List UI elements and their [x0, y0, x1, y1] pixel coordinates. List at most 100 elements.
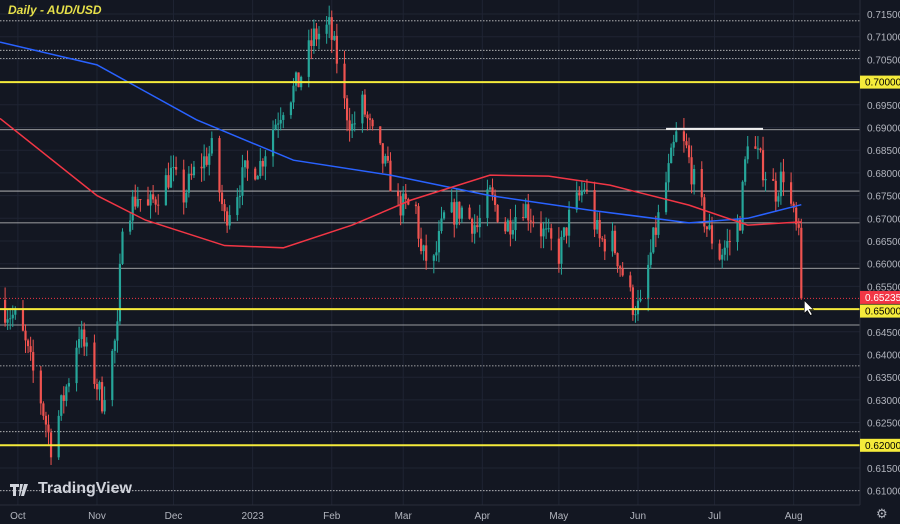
candle-body [60, 395, 63, 416]
candle-body [647, 264, 650, 300]
candle-body [619, 266, 622, 269]
candle-body [65, 386, 68, 401]
candle-body [425, 245, 428, 261]
time-tick-label: Mar [395, 511, 413, 522]
candle-body [39, 370, 42, 404]
candle-body [560, 236, 563, 264]
candles [4, 5, 803, 465]
price-tick-label: 0.64000 [867, 351, 900, 362]
time-tick-label: Apr [475, 511, 491, 522]
tradingview-logo-icon [10, 484, 28, 496]
candle-body [486, 189, 489, 218]
candle-body [44, 415, 48, 425]
candle-body [511, 230, 515, 235]
candle-body [113, 340, 116, 351]
candle-body [639, 299, 642, 301]
candle-body [134, 196, 137, 207]
candle-body [205, 156, 208, 165]
candle-body [670, 147, 673, 164]
candle-body [95, 383, 99, 390]
level-badge-label: 0.62000 [865, 441, 900, 452]
candle-body [67, 383, 71, 387]
candle-body [432, 255, 435, 261]
candle-body [744, 159, 747, 182]
candle-body [399, 196, 402, 216]
candle-body [736, 219, 739, 243]
candle-body [728, 241, 731, 243]
candle-body [208, 153, 211, 165]
price-tick-label: 0.71500 [867, 10, 900, 21]
candle-body [567, 209, 571, 236]
candle-body [353, 123, 356, 125]
candle-body [289, 102, 293, 116]
brand-name: TradingView [38, 480, 132, 497]
candle-body [32, 352, 35, 371]
candle-body [343, 63, 346, 99]
chart-title: Daily - AUD/USD [8, 3, 102, 17]
candle-body [532, 221, 535, 224]
candle-body [279, 119, 282, 124]
candle-body [437, 231, 441, 253]
candle-body [539, 223, 543, 237]
gear-icon[interactable]: ⚙ [876, 506, 888, 521]
candle-body [613, 230, 617, 254]
candle-body [657, 212, 660, 235]
time-tick-label: Aug [785, 511, 803, 522]
candle-body [460, 207, 463, 219]
candle-body [491, 187, 494, 195]
candle-body [547, 228, 550, 230]
price-tick-label: 0.65500 [867, 282, 900, 293]
candle-body [363, 94, 367, 115]
candle-body [85, 342, 88, 347]
time-tick-label: Jul [708, 511, 721, 522]
candle-body [792, 203, 795, 208]
price-tick-label: 0.62500 [867, 419, 900, 430]
candle-body [687, 145, 691, 158]
candle-body [78, 339, 81, 348]
candle-body [24, 330, 27, 341]
candle-body [667, 163, 670, 183]
candle-body [317, 33, 321, 40]
candle-body [675, 131, 678, 142]
candle-body [789, 182, 793, 204]
candle-body [154, 199, 157, 205]
candle-body [256, 176, 259, 180]
time-tick-label: Feb [323, 511, 341, 522]
candle-body [368, 118, 372, 120]
candle-body [664, 182, 668, 213]
candle-body [417, 206, 420, 239]
candle-body [782, 171, 785, 183]
candle-body [83, 329, 86, 347]
candle-body [333, 35, 336, 40]
candle-body [611, 230, 614, 252]
candle-body [585, 189, 589, 191]
candle-body [583, 189, 586, 191]
candle-body [672, 141, 675, 148]
candle-body [42, 403, 45, 416]
candle-body [754, 146, 757, 149]
candle-body [654, 227, 657, 235]
candle-body [710, 225, 714, 244]
candle-body [601, 238, 604, 240]
candle-body [80, 329, 83, 340]
price-tick-label: 0.71000 [867, 33, 900, 44]
candle-body [795, 207, 798, 225]
candle-body [634, 314, 637, 316]
candle-body [693, 169, 696, 185]
candle-body [718, 243, 721, 260]
candle-body [562, 227, 566, 237]
candle-body [149, 194, 152, 206]
candle-body [453, 202, 456, 225]
candle-body [759, 148, 762, 151]
candle-body [169, 167, 173, 188]
candle-body [493, 194, 497, 205]
candle-body [47, 424, 50, 433]
candle-body [386, 156, 389, 161]
candle-body [335, 35, 338, 64]
candle-body [29, 346, 32, 353]
candle-body [450, 202, 453, 213]
level-badge-label: 0.70000 [865, 78, 900, 89]
candle-body [21, 309, 25, 331]
candle-body [57, 415, 60, 458]
